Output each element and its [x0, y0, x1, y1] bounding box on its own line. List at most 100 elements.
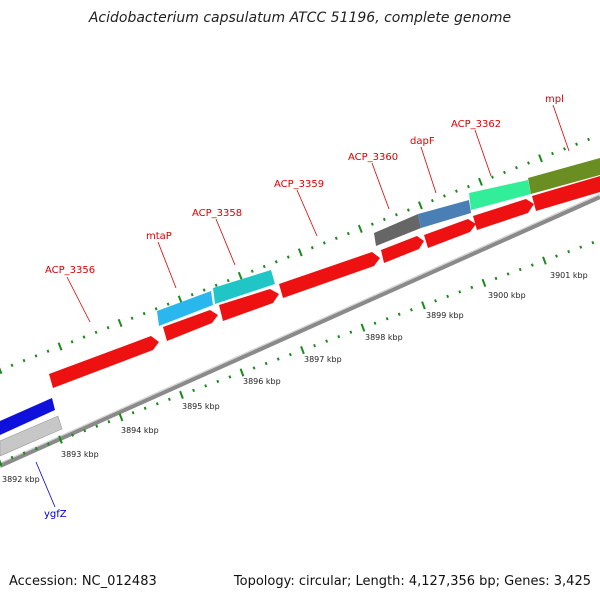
outer-minor-tick [551, 151, 554, 156]
outer-minor-tick [575, 142, 578, 146]
outer-minor-tick [262, 264, 266, 269]
inner-minor-tick [10, 455, 14, 460]
inner-minor-tick [385, 317, 389, 321]
outer-minor-tick [515, 166, 518, 170]
outer-major-tick [478, 177, 483, 186]
kbp-label-3899: 3899 kbp [426, 311, 464, 320]
outer-major-tick [117, 318, 123, 328]
label-mtaP: mtaP [146, 231, 172, 242]
map-title: Acidobacterium capsulatum ATCC 51196, co… [88, 10, 512, 26]
leader-ygfZ [35, 461, 56, 508]
outer-minor-tick [454, 189, 458, 193]
label-ygfZ: ygfZ [44, 509, 67, 520]
outer-minor-tick [130, 316, 134, 320]
inner-minor-tick [446, 294, 450, 299]
cds-arrow-6 [424, 219, 476, 248]
inner-minor-tick [71, 433, 75, 437]
feature-ACP_3358-teal [213, 270, 275, 304]
inner-minor-tick [494, 276, 498, 281]
outer-minor-tick [527, 161, 530, 165]
outer-major-tick [177, 295, 183, 304]
inner-minor-tick [313, 343, 316, 348]
inner-minor-tick [107, 420, 111, 424]
outer-minor-tick [382, 217, 386, 222]
kbp-label-3897: 3897 kbp [304, 355, 342, 364]
inner-minor-tick [46, 442, 50, 446]
inner-minor-tick [143, 406, 147, 410]
inner-minor-tick [337, 335, 341, 339]
outer-minor-tick [10, 363, 14, 367]
cds-arrow-5 [381, 236, 424, 263]
leader-mtaP [157, 241, 177, 289]
kbp-label-3898: 3898 kbp [365, 333, 403, 342]
label-ACP_3362: ACP_3362 [451, 119, 501, 130]
outer-minor-tick [46, 349, 50, 353]
inner-minor-tick [204, 384, 208, 388]
kbp-label-3896: 3896 kbp [243, 377, 281, 386]
inner-minor-tick [579, 245, 583, 249]
inner-minor-tick [458, 290, 462, 294]
inner-tick-row [0, 240, 595, 467]
cds-arrow-2 [163, 310, 218, 341]
inner-major-tick [239, 368, 245, 377]
inner-major-tick [58, 435, 63, 444]
label-ACP_3360: ACP_3360 [348, 152, 398, 163]
inner-minor-tick [252, 366, 256, 370]
feature-ACP_3360-grey [374, 214, 421, 246]
leader-ACP_3359 [296, 189, 318, 237]
inner-major-tick [179, 390, 184, 399]
cds-arrow-8 [532, 176, 600, 211]
outer-major-tick [57, 342, 63, 351]
label-ACP_3356: ACP_3356 [45, 265, 95, 276]
inner-minor-tick [155, 402, 159, 406]
genome-summary-text: Topology: circular; Length: 4,127,356 bp… [233, 574, 591, 589]
inner-major-tick [0, 459, 3, 467]
outer-minor-tick [587, 137, 591, 142]
inner-minor-tick [131, 411, 135, 415]
outer-minor-tick [334, 236, 338, 240]
inner-minor-tick [325, 339, 329, 343]
outer-minor-tick [22, 358, 26, 363]
inner-major-tick [300, 345, 305, 355]
outer-minor-tick [94, 330, 98, 335]
inner-minor-tick [518, 267, 522, 272]
cds-arrow-4 [279, 252, 380, 298]
outer-major-tick [538, 154, 543, 163]
inner-major-tick [360, 323, 366, 332]
cds-arrow-7 [473, 199, 534, 230]
inner-minor-tick [530, 263, 534, 267]
inner-minor-tick [95, 424, 99, 428]
inner-major-tick [481, 278, 487, 288]
genome-backbone [0, 195, 600, 468]
outer-minor-tick [406, 208, 410, 212]
outer-minor-tick [82, 335, 86, 339]
outer-minor-tick [442, 194, 446, 198]
outer-minor-tick [274, 260, 278, 264]
outer-minor-tick [310, 246, 314, 250]
inner-major-tick [421, 301, 426, 310]
outer-minor-tick [322, 241, 326, 245]
inner-minor-tick [228, 375, 232, 379]
cds-arrow-3 [219, 289, 279, 321]
leader-ACP_3356 [66, 276, 91, 323]
label-mpl: mpl [545, 94, 564, 105]
outer-minor-tick [563, 147, 566, 151]
outer-minor-tick [154, 307, 158, 311]
inner-minor-tick [409, 308, 413, 312]
outer-major-tick [297, 248, 303, 257]
inner-minor-tick [216, 379, 220, 384]
inner-minor-tick [506, 272, 510, 276]
inner-minor-tick [591, 240, 595, 245]
feature-dapF-steelblue [418, 200, 471, 228]
outer-major-tick [357, 224, 363, 233]
accession-text: Accession: NC_012483 [9, 574, 157, 589]
outer-major-tick [418, 201, 423, 210]
inner-minor-tick [83, 429, 87, 433]
outer-minor-tick [226, 278, 230, 283]
kbp-label-3894: 3894 kbp [121, 426, 159, 435]
inner-minor-tick [288, 352, 292, 357]
label-ACP_3358: ACP_3358 [192, 208, 242, 219]
cds-arrow-1 [49, 336, 159, 388]
